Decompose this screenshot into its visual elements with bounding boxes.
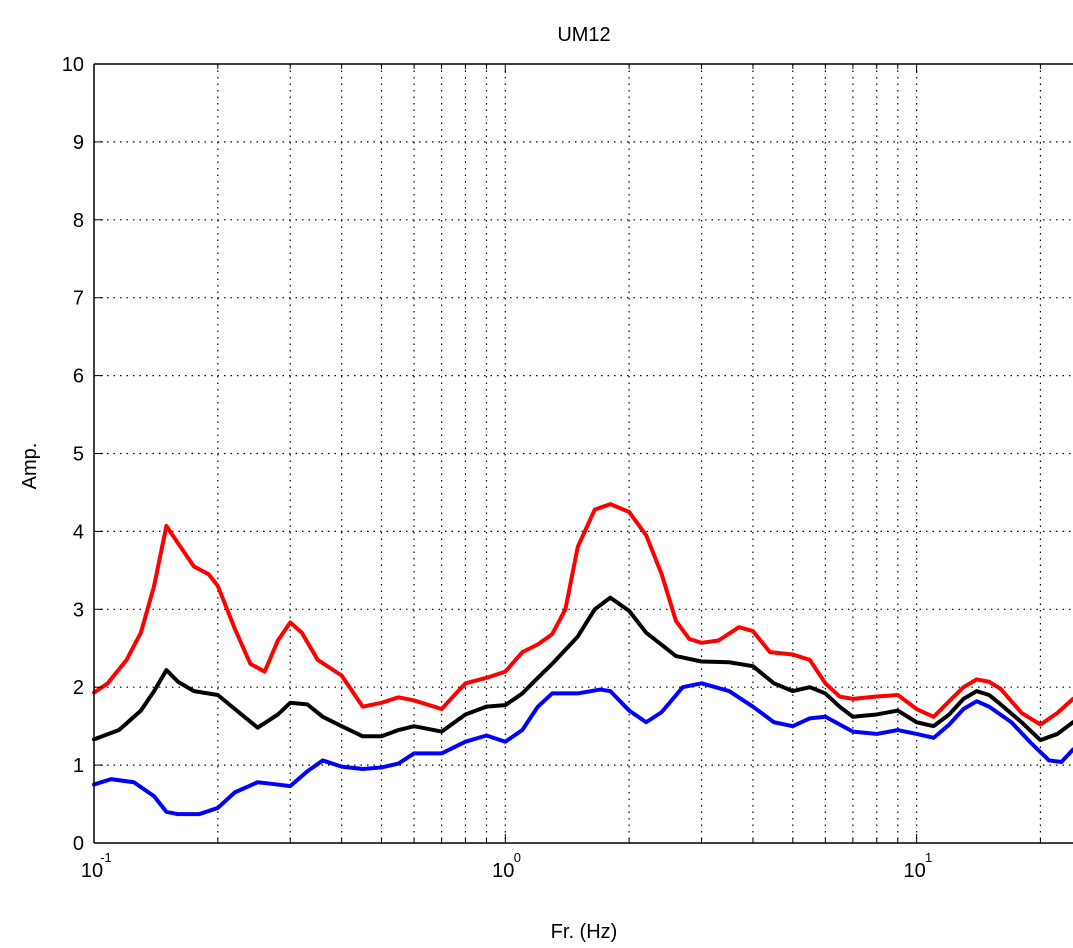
- y-tick-label: 2: [73, 677, 84, 699]
- y-tick-label: 0: [73, 833, 84, 855]
- x-tick-label: 10-1: [81, 850, 112, 882]
- y-axis-label: Amp.: [19, 443, 41, 490]
- x-tick-label-base: 10: [492, 860, 514, 882]
- axes: [93, 63, 1073, 844]
- chart-title: UM12: [557, 24, 610, 46]
- x-tick-label-exponent: 1: [925, 850, 932, 865]
- x-tick-label: 100: [492, 850, 521, 882]
- x-tick-label: 101: [903, 850, 932, 882]
- x-tick-label-exponent: -1: [100, 850, 112, 865]
- y-tick-label: 8: [73, 210, 84, 232]
- series-line-3: [92, 681, 1073, 817]
- y-tick-label: 4: [73, 521, 84, 543]
- x-tick-label-base: 10: [903, 860, 925, 882]
- grid-lines: [94, 64, 1073, 843]
- y-tick-label: 7: [73, 288, 84, 310]
- x-axis-label: Fr. (Hz): [551, 921, 618, 943]
- series-line-1: [92, 502, 1073, 727]
- x-tick-label-exponent: 0: [514, 850, 521, 865]
- x-tick-label-base: 10: [81, 860, 103, 882]
- y-tick-label: 3: [73, 599, 84, 621]
- y-tick-label: 10: [62, 54, 84, 76]
- y-tick-label: 5: [73, 444, 84, 466]
- series-line-2: [92, 595, 1073, 743]
- y-tick-label: 6: [73, 366, 84, 388]
- y-tick-label: 9: [73, 132, 84, 154]
- y-tick-label: 1: [73, 755, 84, 777]
- series-lines: [92, 502, 1073, 817]
